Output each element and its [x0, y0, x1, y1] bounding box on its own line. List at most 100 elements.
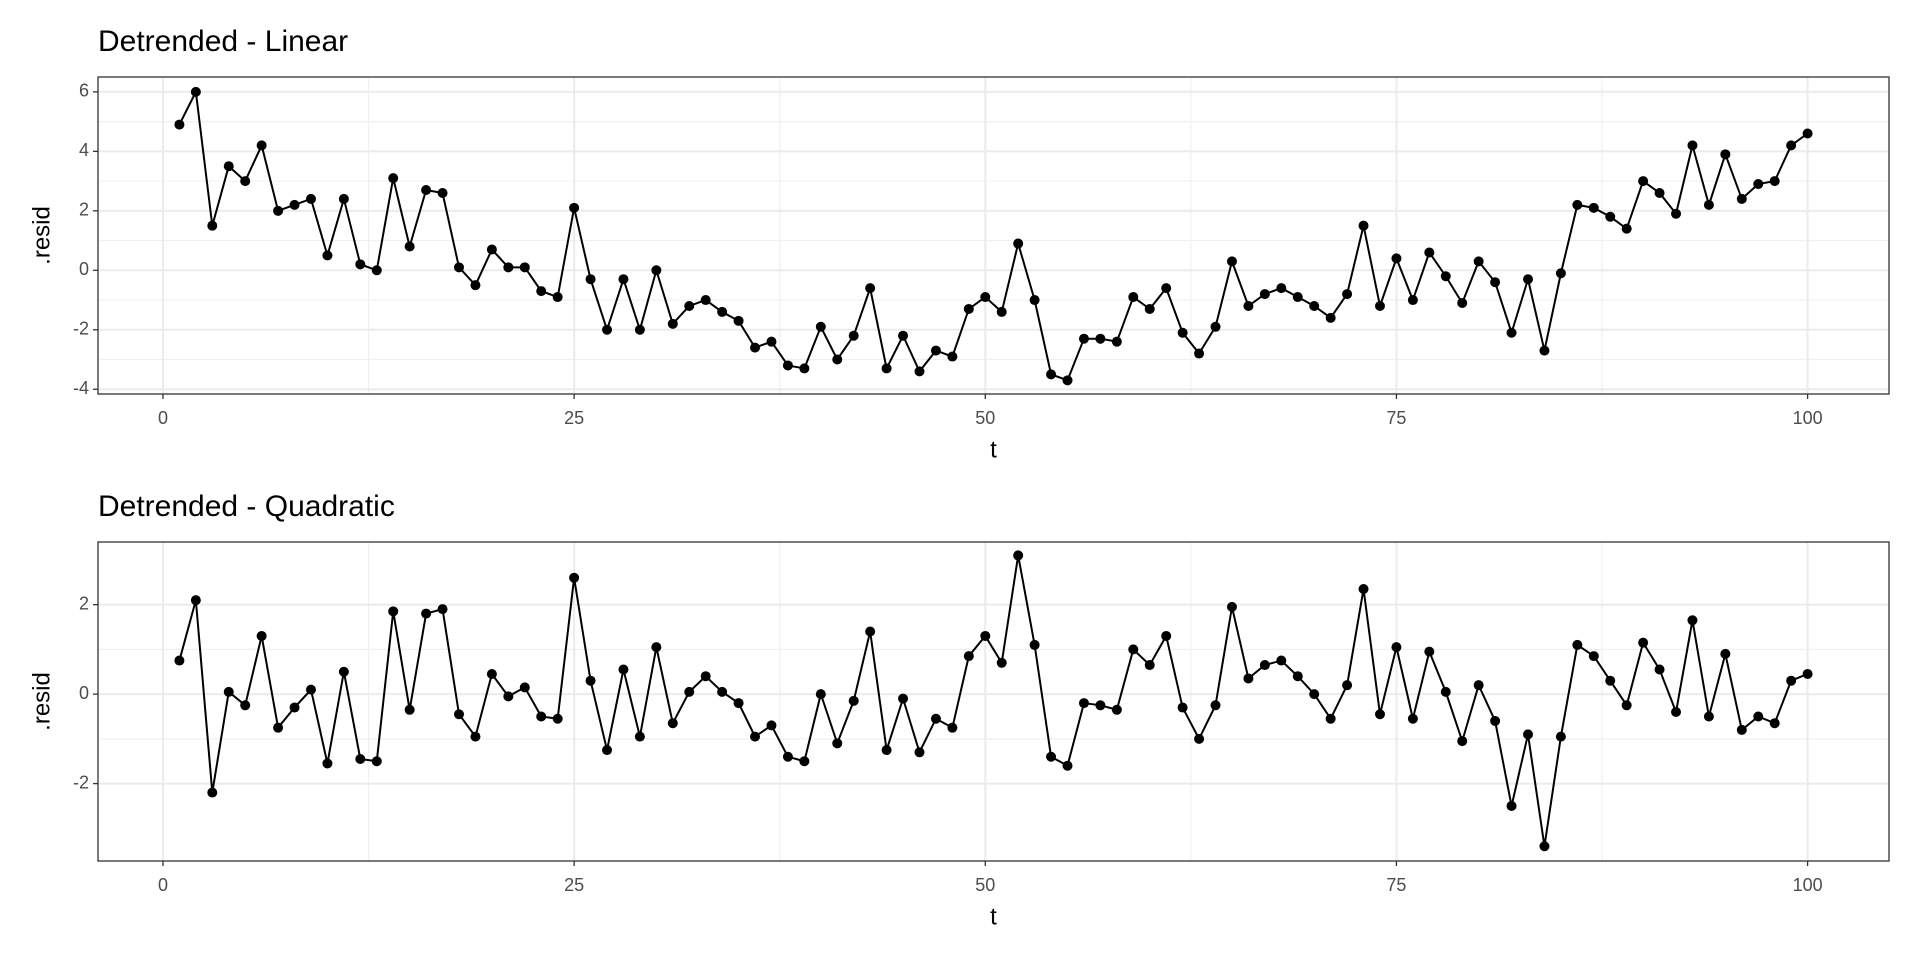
data-point [1769, 176, 1780, 187]
data-point [865, 283, 876, 294]
data-point [1194, 348, 1205, 359]
data-point [618, 664, 629, 675]
data-point [1276, 283, 1287, 294]
data-point [1111, 336, 1122, 347]
data-line [178, 555, 1808, 847]
data-point [947, 351, 958, 362]
data-point [1029, 639, 1040, 650]
data-point [355, 259, 366, 270]
x-tick-label: 0 [158, 408, 168, 428]
data-point [1572, 199, 1583, 210]
data-point [519, 682, 530, 693]
data-point [996, 306, 1007, 317]
panel [98, 542, 1889, 861]
data-point [486, 668, 497, 679]
data-point [1210, 700, 1221, 711]
data-point [1506, 800, 1517, 811]
data-point [1161, 283, 1172, 294]
data-point [470, 731, 481, 742]
x-axis-title: t [990, 436, 997, 463]
panel [98, 77, 1889, 394]
panel-border [97, 76, 1890, 395]
data-point [782, 360, 793, 371]
data-point [289, 702, 300, 713]
data-point [1440, 686, 1451, 697]
data-point [1588, 651, 1599, 662]
data-point [1539, 345, 1550, 356]
data-point [322, 758, 333, 769]
data-point [240, 176, 251, 187]
data-point [1736, 193, 1747, 204]
x-tick-label: 75 [1386, 408, 1406, 428]
data-point [256, 630, 267, 641]
panel-border [97, 541, 1890, 862]
data-point [865, 626, 876, 637]
x-tick-label: 0 [158, 875, 168, 895]
data-point [207, 220, 218, 231]
data-point [700, 295, 711, 306]
data-point [1539, 841, 1550, 852]
data-point [1374, 709, 1385, 720]
data-point [634, 324, 645, 335]
data-point [963, 303, 974, 314]
data-point [898, 693, 909, 704]
data-point [1013, 550, 1024, 561]
data-point [930, 345, 941, 356]
data-point [174, 119, 185, 130]
data-point [1095, 700, 1106, 711]
data-point [1144, 303, 1155, 314]
data-point [766, 336, 777, 347]
data-point [980, 630, 991, 641]
x-tick-label: 25 [564, 408, 584, 428]
data-point [371, 265, 382, 276]
data-point [602, 745, 613, 756]
data-point [1424, 646, 1435, 657]
data-point [963, 651, 974, 662]
data-point [1177, 702, 1188, 713]
data-point [602, 324, 613, 335]
data-point [1687, 615, 1698, 626]
data-point [1687, 140, 1698, 151]
chart-title: Detrended - Linear [98, 25, 348, 58]
data-point [404, 704, 415, 715]
data-point [1276, 655, 1287, 666]
data-point [1786, 140, 1797, 151]
data-point [1654, 664, 1665, 675]
data-point [618, 274, 629, 285]
data-point [1177, 327, 1188, 338]
data-point [1374, 300, 1385, 311]
data-point [552, 292, 563, 303]
data-point [536, 711, 547, 722]
y-tick-label: 4 [79, 140, 89, 160]
data-point [1671, 707, 1682, 718]
data-point [750, 342, 761, 353]
data-point [782, 751, 793, 762]
data-point [684, 300, 695, 311]
data-point [1769, 718, 1780, 729]
data-point [1243, 673, 1254, 684]
data-point [536, 286, 547, 297]
data-point [273, 205, 284, 216]
data-point [1802, 668, 1813, 679]
x-tick-label: 100 [1793, 875, 1823, 895]
data-point [223, 686, 234, 697]
y-tick-label: 2 [79, 593, 89, 613]
data-point [305, 684, 316, 695]
data-point [338, 666, 349, 677]
data-point [1391, 253, 1402, 264]
data-point [1588, 202, 1599, 213]
data-point [717, 686, 728, 697]
data-point [1736, 724, 1747, 735]
data-point [1029, 295, 1040, 306]
data-point [519, 262, 530, 273]
y-tick-label: -2 [73, 772, 89, 792]
data-point [930, 713, 941, 724]
data-point [338, 193, 349, 204]
data-point [1523, 729, 1534, 740]
y-axis-title: .resid [28, 672, 55, 731]
data-point [1111, 704, 1122, 715]
data-point [815, 321, 826, 332]
data-point [1013, 238, 1024, 249]
data-point [289, 199, 300, 210]
data-point [256, 140, 267, 151]
